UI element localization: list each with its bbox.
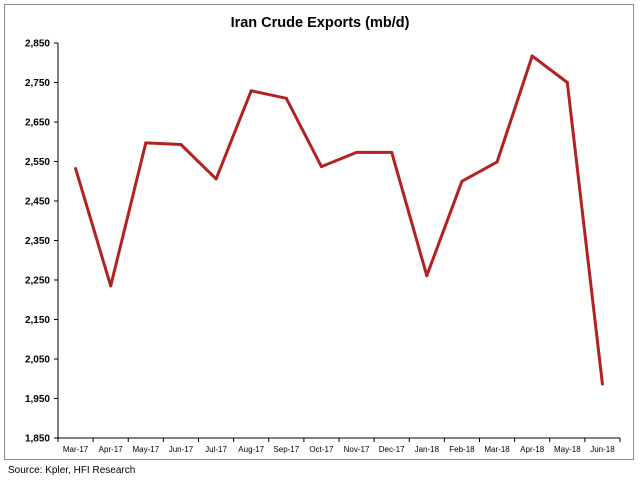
data-point xyxy=(144,141,148,145)
y-tick-label: 2,850 xyxy=(25,39,50,50)
y-tick-label: 2,150 xyxy=(25,315,50,326)
x-tick-label: Feb-18 xyxy=(449,445,475,454)
x-tick-label: Mar-17 xyxy=(63,445,89,454)
y-tick-label: 2,650 xyxy=(25,118,50,129)
data-point xyxy=(460,179,464,183)
source-note: Source: Kpler, HFI Research xyxy=(8,465,136,476)
x-tick-label: Jul-17 xyxy=(205,445,227,454)
data-point xyxy=(600,382,604,386)
y-tick-label: 2,750 xyxy=(25,78,50,89)
data-point xyxy=(565,81,569,84)
data-point xyxy=(355,150,359,154)
y-tick-label: 2,250 xyxy=(25,276,50,287)
x-tick-label: Jan-18 xyxy=(415,445,440,454)
y-tick-label: 2,550 xyxy=(25,157,50,168)
x-tick-label: Jun-17 xyxy=(169,445,194,454)
x-tick-label: Jun-18 xyxy=(590,445,615,454)
data-point xyxy=(109,284,113,288)
x-tick-label: Apr-17 xyxy=(99,445,124,454)
series-line xyxy=(74,54,604,386)
chart-frame xyxy=(4,4,634,460)
data-point xyxy=(495,160,499,164)
y-tick-label: 2,450 xyxy=(25,197,50,208)
y-tick-label: 2,350 xyxy=(25,236,50,247)
data-point xyxy=(74,167,78,171)
x-tick-label: May-17 xyxy=(132,445,159,454)
data-point xyxy=(530,54,534,58)
data-point xyxy=(284,96,288,100)
data-point xyxy=(249,89,253,93)
x-tick-label: Dec-17 xyxy=(379,445,405,454)
data-points xyxy=(74,54,604,386)
data-point xyxy=(319,165,323,169)
data-point xyxy=(179,143,183,147)
y-tick-label: 1,950 xyxy=(25,394,50,405)
x-tick-label: Oct-17 xyxy=(309,445,334,454)
data-point xyxy=(390,150,394,154)
x-tick-label: May-18 xyxy=(554,445,581,454)
x-tick-label: Aug-17 xyxy=(238,445,264,454)
x-tick-label: Apr-18 xyxy=(520,445,545,454)
x-tick-label: Nov-17 xyxy=(344,445,370,454)
x-tick-label: Mar-18 xyxy=(484,445,510,454)
data-point xyxy=(214,177,218,181)
chart-title: Iran Crude Exports (mb/d) xyxy=(230,15,410,31)
y-tick-label: 2,050 xyxy=(25,355,50,366)
y-tick-label: 1,850 xyxy=(25,434,50,445)
x-ticks: Mar-17 Apr-17 May-17 Jun-17 Jul-17 Aug-17 Sep-… xyxy=(57,438,621,454)
x-tick-label: Sep-17 xyxy=(273,445,299,454)
data-point xyxy=(425,274,429,278)
y-ticks: 2,850 2,750 2,650 2,550 2,450 2,350 2,250 2,150… xyxy=(25,39,58,445)
